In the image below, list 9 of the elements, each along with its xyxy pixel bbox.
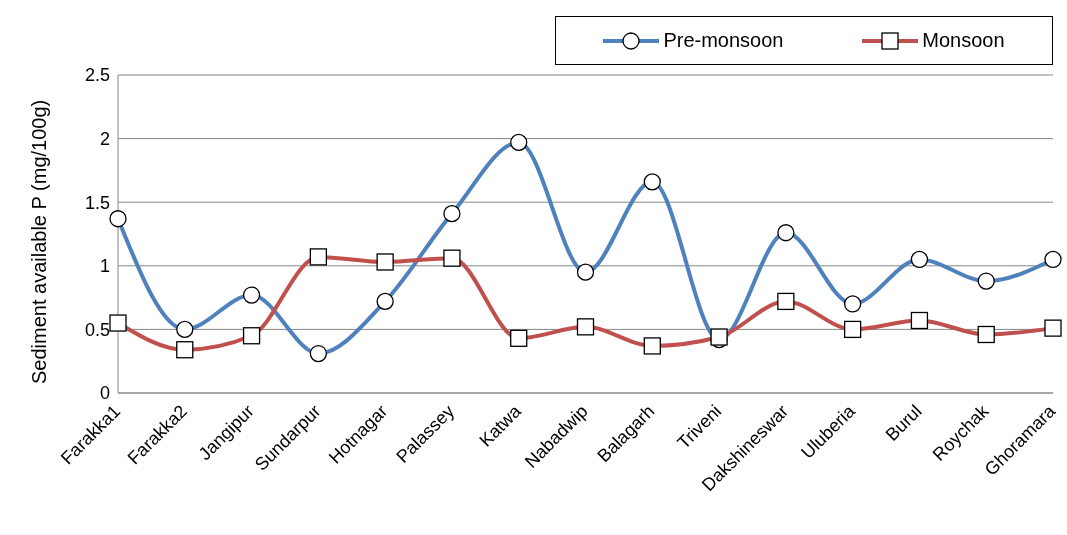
y-tick-label: 1	[99, 256, 110, 277]
y-tick-label: 0	[99, 383, 110, 404]
legend-label: Monsoon	[922, 29, 1005, 52]
y-tick-label: 2.5	[84, 65, 110, 86]
y-tick-label: 0.5	[84, 319, 110, 340]
y-axis-title: Sediment available P (mg/100g)	[28, 99, 51, 384]
y-tick-label: 2	[99, 128, 110, 149]
y-tick-label: 1.5	[84, 192, 110, 213]
legend-label: Pre-monsoon	[663, 29, 784, 52]
